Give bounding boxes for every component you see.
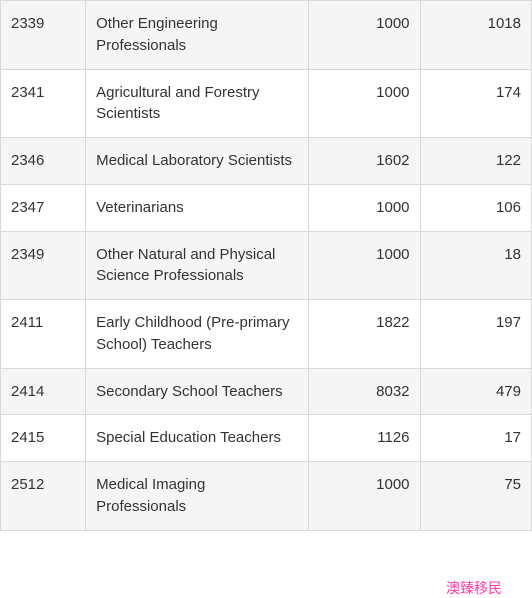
cell-value2: 1018 bbox=[420, 1, 531, 70]
cell-occupation: Veterinarians bbox=[86, 184, 309, 231]
cell-code: 2415 bbox=[1, 415, 86, 462]
cell-value2: 122 bbox=[420, 138, 531, 185]
table-row: 2415Special Education Teachers112617 bbox=[1, 415, 532, 462]
table-row: 2346Medical Laboratory Scientists1602122 bbox=[1, 138, 532, 185]
cell-occupation: Early Childhood (Pre-primary School) Tea… bbox=[86, 300, 309, 369]
cell-code: 2411 bbox=[1, 300, 86, 369]
cell-value1: 8032 bbox=[309, 368, 420, 415]
cell-value2: 479 bbox=[420, 368, 531, 415]
cell-code: 2347 bbox=[1, 184, 86, 231]
cell-value1: 1602 bbox=[309, 138, 420, 185]
watermark: 澳臻移民 bbox=[446, 578, 502, 598]
cell-occupation: Medical Imaging Professionals bbox=[86, 462, 309, 531]
cell-value1: 1126 bbox=[309, 415, 420, 462]
cell-value2: 18 bbox=[420, 231, 531, 300]
cell-code: 2339 bbox=[1, 1, 86, 70]
cell-value1: 1000 bbox=[309, 231, 420, 300]
table-row: 2512Medical Imaging Professionals100075 bbox=[1, 462, 532, 531]
cell-code: 2346 bbox=[1, 138, 86, 185]
cell-code: 2414 bbox=[1, 368, 86, 415]
table-row: 2339Other Engineering Professionals10001… bbox=[1, 1, 532, 70]
occupation-table-body: 2339Other Engineering Professionals10001… bbox=[1, 1, 532, 531]
cell-code: 2349 bbox=[1, 231, 86, 300]
table-row: 2341Agricultural and Forestry Scientists… bbox=[1, 69, 532, 138]
cell-value2: 197 bbox=[420, 300, 531, 369]
occupation-table: 2339Other Engineering Professionals10001… bbox=[0, 0, 532, 531]
cell-value1: 1000 bbox=[309, 184, 420, 231]
cell-occupation: Other Engineering Professionals bbox=[86, 1, 309, 70]
cell-value2: 17 bbox=[420, 415, 531, 462]
cell-occupation: Medical Laboratory Scientists bbox=[86, 138, 309, 185]
table-row: 2349Other Natural and Physical Science P… bbox=[1, 231, 532, 300]
cell-value1: 1000 bbox=[309, 1, 420, 70]
cell-code: 2341 bbox=[1, 69, 86, 138]
table-row: 2411Early Childhood (Pre-primary School)… bbox=[1, 300, 532, 369]
cell-value2: 174 bbox=[420, 69, 531, 138]
table-row: 2347Veterinarians1000106 bbox=[1, 184, 532, 231]
cell-value1: 1822 bbox=[309, 300, 420, 369]
cell-value2: 106 bbox=[420, 184, 531, 231]
cell-value1: 1000 bbox=[309, 462, 420, 531]
cell-code: 2512 bbox=[1, 462, 86, 531]
cell-occupation: Other Natural and Physical Science Profe… bbox=[86, 231, 309, 300]
cell-occupation: Special Education Teachers bbox=[86, 415, 309, 462]
cell-value2: 75 bbox=[420, 462, 531, 531]
table-row: 2414Secondary School Teachers8032479 bbox=[1, 368, 532, 415]
cell-occupation: Secondary School Teachers bbox=[86, 368, 309, 415]
cell-occupation: Agricultural and Forestry Scientists bbox=[86, 69, 309, 138]
cell-value1: 1000 bbox=[309, 69, 420, 138]
